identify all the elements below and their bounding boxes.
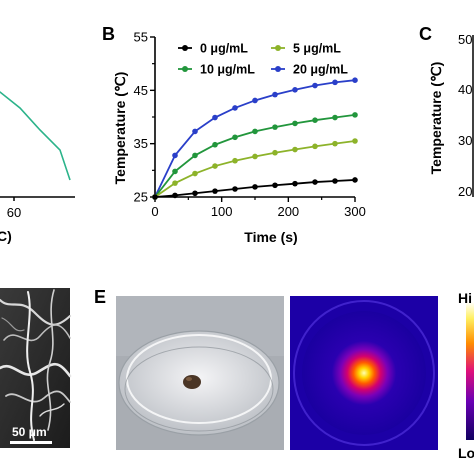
panel-c-y-tick-label: 50 — [458, 32, 472, 47]
panel-c-y-tick-label: 40 — [458, 82, 472, 97]
data-point — [312, 179, 318, 185]
data-point — [312, 82, 318, 89]
data-point — [232, 186, 238, 192]
legend-swatch-marker — [182, 45, 188, 51]
panel-c-letter: C — [419, 24, 432, 44]
panel-b: B 0 100 200 300 25 35 45 55 0 μg/mL 5 μg/mL 10 μg/… — [102, 24, 366, 245]
data-point — [352, 77, 358, 83]
data-point — [232, 134, 238, 141]
x-tick-label: 0 — [151, 204, 158, 219]
data-point — [292, 146, 298, 153]
legend-swatch-marker — [182, 66, 188, 72]
data-point — [252, 153, 258, 160]
x-tick-label: 100 — [211, 204, 233, 219]
data-point — [352, 138, 358, 144]
data-point — [212, 163, 218, 169]
sample-droplet — [183, 375, 201, 389]
colorbar-gradient — [466, 302, 474, 440]
data-point — [212, 114, 218, 121]
data-point — [172, 180, 178, 186]
data-point — [352, 177, 358, 183]
y-tick-label: 35 — [134, 136, 148, 151]
panel-b-x-axis-title: Time (s) — [244, 229, 297, 245]
data-point — [352, 112, 358, 118]
data-point — [292, 180, 298, 187]
panel-c: C Temperature (℃) 50 40 30 20 — [419, 24, 474, 199]
panel-c-y-tick-label: 20 — [458, 184, 472, 199]
data-point — [332, 140, 338, 147]
data-point — [312, 117, 318, 123]
y-tick-label: 55 — [134, 30, 148, 45]
data-point — [232, 105, 238, 111]
data-point — [292, 120, 298, 127]
data-point — [172, 192, 178, 199]
data-point — [172, 168, 178, 175]
data-point — [212, 141, 218, 148]
legend-label: 0 μg/mL — [200, 42, 248, 56]
y-tick-label: 25 — [134, 190, 148, 205]
data-point — [212, 188, 218, 194]
data-point — [332, 79, 338, 86]
data-point — [252, 184, 258, 190]
panel-d: 50 μm — [0, 288, 72, 448]
data-point — [152, 194, 158, 200]
data-point — [272, 124, 278, 130]
data-point — [272, 182, 278, 189]
thermal-hotspot — [302, 311, 426, 435]
chart-b-plot: 0 100 200 300 25 35 45 55 0 μg/mL 5 μg/mL 10 μg/mL… — [134, 30, 366, 220]
data-point — [232, 157, 238, 164]
colorbar: Hi Lo — [458, 290, 474, 461]
data-point — [252, 128, 258, 135]
data-point — [192, 170, 198, 177]
panel-a-series-line — [0, 91, 71, 181]
data-point — [332, 178, 338, 184]
data-point — [192, 152, 198, 159]
panel-d-sem-texture — [0, 289, 72, 441]
x-tick-label: 300 — [344, 204, 366, 219]
legend-label: 10 μg/mL — [200, 63, 255, 77]
data-point — [272, 149, 278, 156]
x-tick-label: 200 — [277, 204, 299, 219]
data-point — [312, 143, 318, 150]
data-point — [252, 97, 258, 104]
data-point — [292, 87, 298, 93]
petri-dish-photo — [116, 296, 284, 450]
legend-label: 5 μg/mL — [293, 42, 341, 56]
panel-a-x-tick-label: 60 — [7, 205, 21, 220]
data-point — [172, 152, 178, 159]
panel-c-y-tick-label: 30 — [458, 133, 472, 148]
legend-swatch-marker — [275, 45, 281, 51]
data-point — [332, 114, 338, 121]
colorbar-high-label: Hi — [458, 290, 472, 306]
panel-a-x-title-fragment: C) — [0, 228, 12, 244]
data-point — [272, 91, 278, 98]
panel-c-y-axis-title: Temperature (℃) — [428, 62, 444, 175]
data-point — [192, 190, 198, 197]
panel-e: E Hi Lo — [94, 287, 474, 461]
legend-label: 20 μg/mL — [293, 63, 348, 77]
data-point — [192, 128, 198, 135]
panel-a: 60 C) — [0, 91, 75, 244]
scale-bar-label: 50 μm — [12, 425, 47, 439]
panel-e-letter: E — [94, 287, 106, 307]
panel-b-letter: B — [102, 24, 115, 44]
thermal-image — [290, 296, 438, 450]
scale-bar — [10, 441, 52, 444]
colorbar-low-label: Lo — [458, 445, 474, 461]
y-tick-label: 45 — [134, 83, 148, 98]
legend-swatch-marker — [275, 66, 281, 72]
panel-b-y-axis-title: Temperature (℃) — [112, 72, 128, 185]
